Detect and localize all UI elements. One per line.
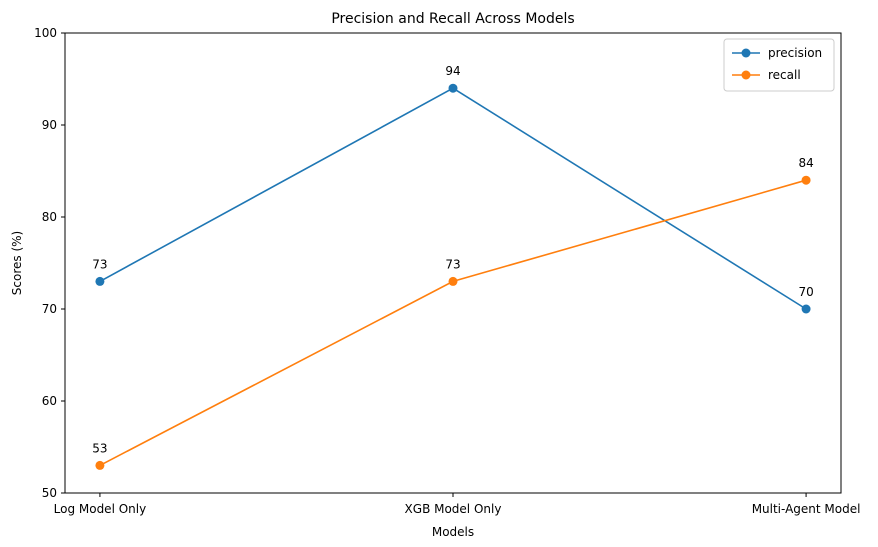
y-tick-label: 90 — [42, 118, 57, 132]
data-point-precision — [801, 304, 811, 314]
data-point-recall — [801, 175, 811, 185]
data-label-recall: 84 — [798, 156, 813, 170]
x-tick-label: XGB Model Only — [405, 502, 502, 516]
legend-marker-recall — [741, 70, 751, 80]
legend-label-recall: recall — [768, 68, 801, 82]
x-tick-label: Log Model Only — [54, 502, 147, 516]
x-axis-label: Models — [432, 525, 474, 539]
legend: precision recall — [723, 38, 835, 92]
data-point-precision — [448, 83, 458, 93]
y-axis-label: Scores (%) — [10, 231, 24, 295]
data-point-recall — [448, 276, 458, 286]
x-tick-label: Multi-Agent Model — [752, 502, 861, 516]
legend-box — [723, 38, 835, 92]
data-point-precision — [95, 276, 105, 286]
plot-area: 50 60 70 80 90 100 Log Model Only XGB Model Onl… — [34, 26, 860, 516]
legend-label-precision: precision — [768, 46, 822, 60]
legend-marker-precision — [741, 48, 751, 58]
series-recall: 53 73 84 — [92, 156, 814, 470]
y-tick-label: 70 — [42, 302, 57, 316]
chart-title: Precision and Recall Across Models — [331, 11, 574, 27]
data-label-precision: 73 — [92, 257, 107, 271]
series-line-precision — [99, 87, 807, 310]
data-point-recall — [95, 460, 105, 470]
series-precision: 73 94 70 — [92, 64, 814, 314]
y-tick-label: 50 — [42, 486, 57, 500]
data-label-precision: 94 — [445, 64, 460, 78]
data-label-recall: 53 — [92, 441, 107, 455]
y-tick-label: 80 — [42, 210, 57, 224]
data-label-precision: 70 — [798, 285, 813, 299]
y-tick-label: 60 — [42, 394, 57, 408]
data-label-recall: 73 — [445, 257, 460, 271]
y-tick-label: 100 — [34, 26, 57, 40]
